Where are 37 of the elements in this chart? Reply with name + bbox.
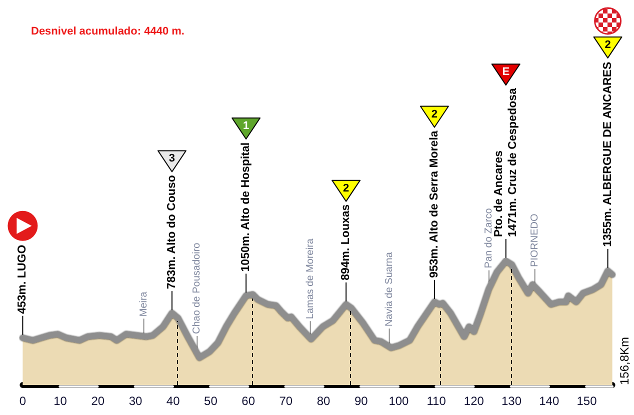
x-tick-label: 90 — [354, 394, 368, 408]
x-tick-label: 120 — [464, 394, 484, 408]
text: 2 — [431, 108, 438, 120]
annotation: 783m. Alto do Couso — [166, 175, 178, 290]
x-tick-label: 10 — [54, 394, 68, 408]
x-tick-label: 50 — [204, 394, 218, 408]
text: 2 — [604, 38, 611, 51]
text: 156,8Km — [617, 336, 632, 385]
text: 2 — [343, 182, 350, 194]
text: 1 — [242, 120, 250, 132]
annotation: 1050m. Alto de Hospital — [240, 142, 252, 272]
x-tick-label: 40 — [166, 394, 180, 408]
annotation: PIORNEDO — [529, 213, 540, 268]
x-tick-label: 30 — [128, 394, 142, 408]
annotation: Navia de Suarna — [384, 252, 395, 327]
annotation: 953m. Alto de Serra Morela — [428, 130, 440, 278]
x-tick-label: 0 — [19, 394, 26, 408]
text: E — [502, 66, 510, 78]
x-tick-label: 20 — [91, 394, 105, 408]
chart-title: Desnivel acumulado: 4440 m. — [31, 26, 184, 38]
annotation: Meira — [138, 291, 150, 317]
annotation: 453m. LUGO — [16, 244, 29, 314]
annotation: 894m. Louxas — [340, 204, 352, 280]
x-tick-label: 140 — [539, 394, 560, 408]
x-tick-label: 100 — [388, 394, 410, 408]
text: 3 — [168, 152, 176, 165]
annotation: 1355m. ALBERGUE DE ANCARES — [602, 61, 614, 247]
annotation: Lamas de Moreira — [304, 238, 316, 320]
annotation: Pan do Zarco — [483, 208, 494, 268]
x-tick-label: 130 — [502, 394, 522, 408]
x-tick-label: 60 — [242, 394, 256, 408]
annotation: Chao de Pousadoiro — [192, 242, 203, 334]
x-tick-label: 110 — [426, 394, 446, 408]
annotation: Pto. de Ancares 1471m. Cruz de Cespedosa — [492, 87, 519, 237]
x-tick-label: 80 — [316, 394, 331, 408]
x-tick-label: 150 — [576, 394, 598, 408]
x-tick-label: 70 — [279, 394, 293, 408]
